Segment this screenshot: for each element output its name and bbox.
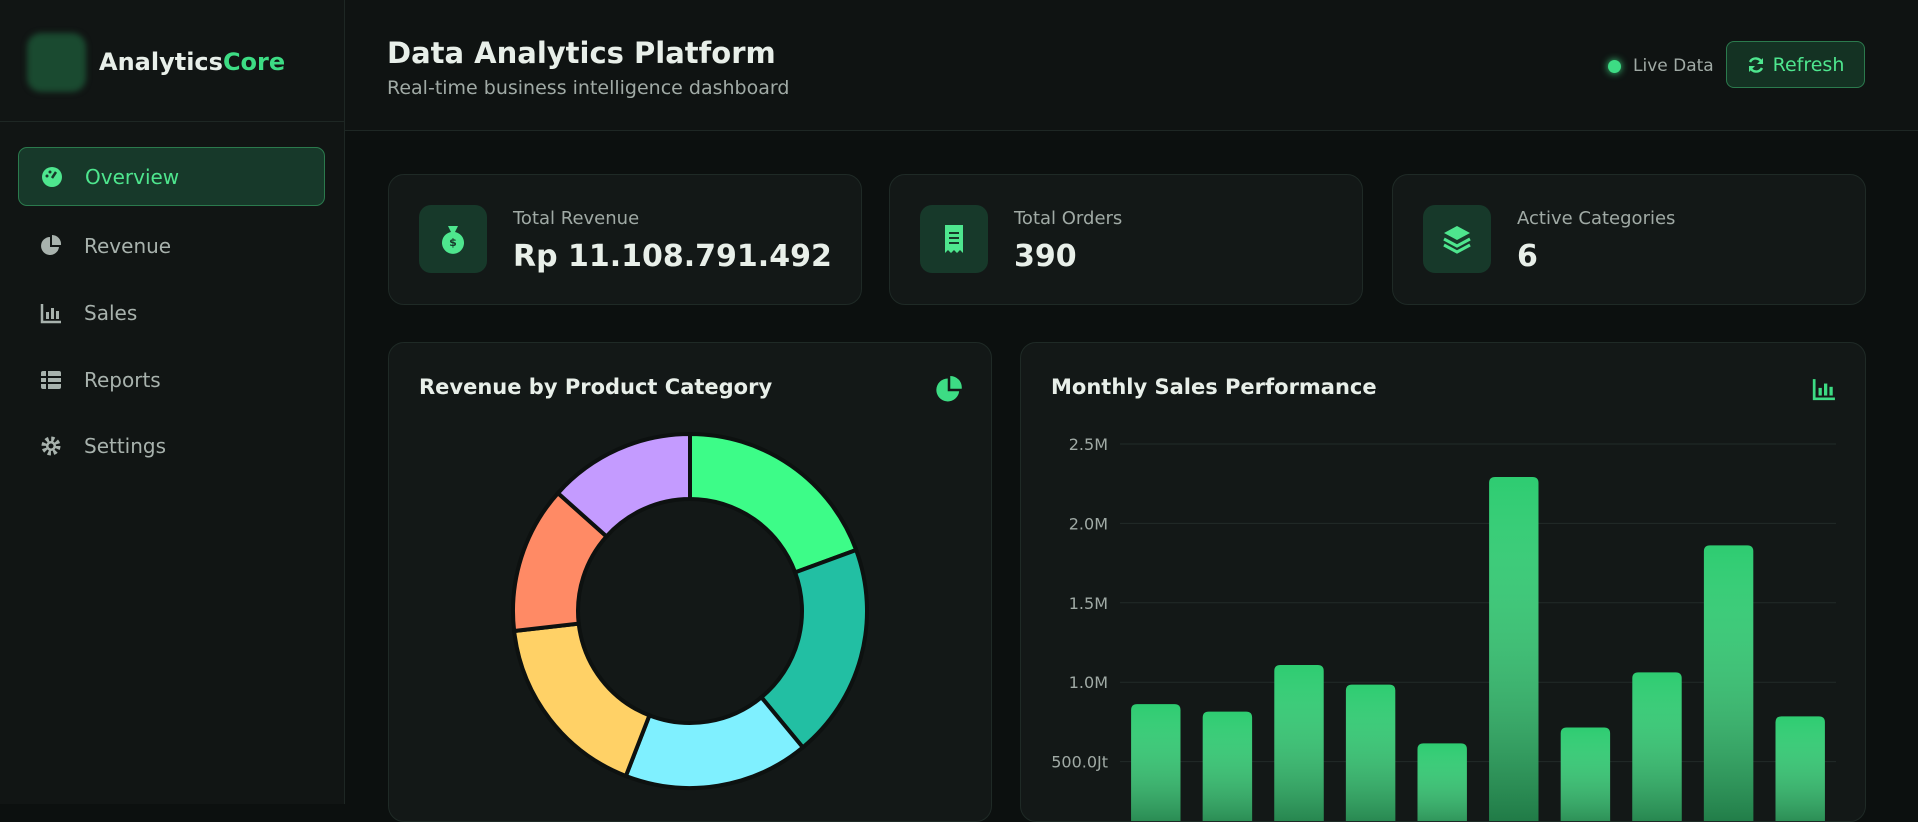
pie-chart (511, 431, 869, 790)
y-tick-label: 500.0Jt (1051, 753, 1108, 772)
brand-name: Analytics (99, 48, 223, 76)
chart-title: Revenue by Product Category (419, 375, 773, 399)
pie-slice (511, 621, 653, 779)
live-status: Live Data (1608, 56, 1714, 76)
icon: $ (442, 226, 464, 254)
icon (1443, 226, 1471, 254)
status-dot (1608, 59, 1621, 73)
sidebar: AnalyticsCore Overview Revenue Sales Rep… (0, 0, 345, 804)
nav-item[interactable]: Reports (18, 350, 325, 409)
stat-card: Active Categories 6 (1392, 174, 1866, 305)
bar-shade (1703, 545, 1754, 821)
stat-card: $ Total Revenue Rp 11.108.791.492 (388, 174, 862, 305)
bar-shade (1202, 711, 1253, 821)
nav-label: Revenue (84, 233, 172, 258)
bar-shade (1417, 743, 1467, 821)
nav-item[interactable]: Sales (18, 283, 325, 342)
stat-value: 6 (1517, 239, 1538, 274)
bar-shade (1632, 672, 1682, 821)
y-tick-label: 1.0M (1069, 673, 1108, 692)
icon (42, 166, 62, 187)
divider (0, 121, 344, 122)
icon (41, 234, 62, 255)
stat-icon (920, 205, 988, 273)
icon (41, 436, 61, 455)
logo (27, 33, 86, 92)
y-tick-label: 2.0M (1069, 514, 1108, 533)
stat-icon: $ (419, 205, 487, 273)
stat-value: 390 (1014, 239, 1077, 274)
bar-shade (1131, 704, 1181, 821)
stat-card: Total Orders 390 (889, 174, 1363, 305)
nav-label: Reports (84, 367, 161, 392)
header: Data Analytics Platform Real-time busine… (345, 0, 1918, 131)
nav-label: Sales (84, 300, 138, 325)
nav-item[interactable]: Overview (18, 147, 325, 206)
icon (1812, 379, 1835, 401)
stat-label: Active Categories (1517, 208, 1676, 229)
stat-label: Total Orders (1014, 208, 1123, 229)
bar-shade (1775, 716, 1825, 821)
bar-shade (1489, 477, 1539, 821)
nav-label: Settings (84, 433, 167, 458)
icon (41, 370, 61, 389)
pie-slice (688, 431, 859, 575)
page-subtitle: Real-time business intelligence dashboar… (387, 77, 790, 99)
button-label: Refresh (1772, 53, 1845, 76)
bar-chart: 500.0Jt 1.0M 1.5M 2.0M 2.5M (1051, 435, 1836, 821)
bar-shade (1345, 684, 1396, 821)
chart-title: Monthly Sales Performance (1051, 375, 1377, 399)
page-title: Data Analytics Platform (387, 36, 776, 70)
brand: AnalyticsCore (99, 48, 285, 76)
icon (936, 376, 962, 402)
y-tick-label: 2.5M (1069, 435, 1108, 454)
nav-item[interactable]: Settings (18, 416, 325, 475)
icon (40, 303, 61, 323)
status-label: Live Data (1633, 56, 1714, 76)
brand-accent: Core (222, 48, 286, 76)
nav-label: Overview (85, 164, 180, 189)
svg-text:$: $ (449, 236, 457, 249)
chart-card: Revenue by Product Category (388, 342, 992, 822)
stat-icon (1423, 205, 1491, 273)
icon (945, 225, 963, 253)
pie-slice (555, 431, 692, 540)
stat-label: Total Revenue (513, 208, 640, 229)
y-tick-label: 1.5M (1069, 594, 1108, 613)
stat-value: Rp 11.108.791.492 (513, 239, 832, 274)
chart-card: Monthly Sales Performance 500.0Jt 1.0M 1.5… (1020, 342, 1866, 822)
bar-shade (1560, 727, 1611, 821)
nav-item[interactable]: Revenue (18, 216, 325, 275)
icon (1748, 56, 1763, 73)
bar-shade (1274, 665, 1324, 821)
refresh-button[interactable]: Refresh (1726, 41, 1865, 88)
